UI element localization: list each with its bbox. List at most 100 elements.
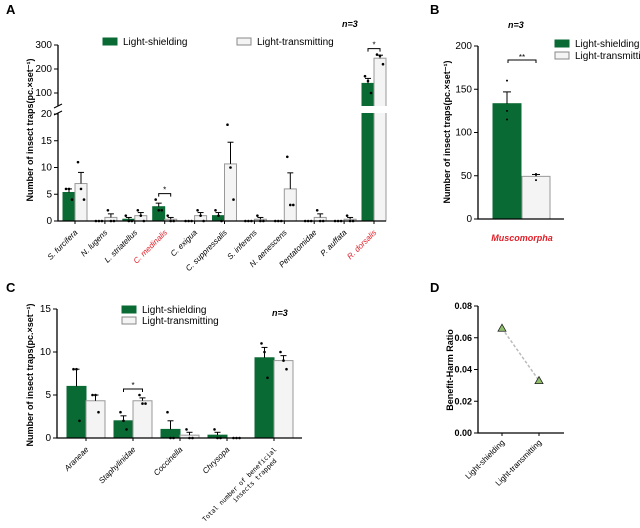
axes <box>57 45 386 222</box>
data-point <box>381 62 385 66</box>
bar-light-shielding <box>62 191 76 222</box>
data-point <box>315 209 319 212</box>
data-point <box>279 350 282 354</box>
data-point <box>285 367 288 371</box>
legend-swatch-light-shielding <box>121 305 137 314</box>
legend-swatch-light-transmitting <box>121 316 137 325</box>
data-point <box>70 198 74 201</box>
category-label: Araneae <box>62 445 91 474</box>
y-tick-label: 50 <box>461 171 473 182</box>
y-tick-label: 20 <box>41 109 53 120</box>
significance-label: * <box>372 41 375 50</box>
legend-swatch-light-shielding <box>554 39 570 48</box>
data-point <box>263 350 266 354</box>
y-tick-label: 5 <box>45 390 51 401</box>
data-point <box>232 198 235 201</box>
data-point <box>185 428 188 431</box>
data-point <box>154 198 157 201</box>
data-point <box>289 203 292 207</box>
bar-light-shielding <box>152 206 166 222</box>
legend-swatch-light-transmitting <box>554 51 570 60</box>
data-point <box>64 187 68 191</box>
connector-line <box>501 327 540 382</box>
legend-label: Light-transmitting <box>142 316 219 327</box>
data-point <box>106 209 110 212</box>
bar-light-transmitting <box>373 57 387 222</box>
bar-light-transmitting <box>273 360 294 439</box>
data-point <box>94 393 97 397</box>
y-tick-label: 10 <box>40 347 52 358</box>
legend-label: Light-shielding <box>575 39 640 50</box>
data-point-triangle <box>497 323 507 332</box>
data-point <box>366 79 370 83</box>
category-label: Muscomorpha <box>491 233 553 243</box>
y-tick-label: 100 <box>455 128 472 139</box>
legend-label: Light-shielding <box>142 305 207 316</box>
significance-bracket <box>507 59 537 63</box>
data-point <box>286 155 289 159</box>
data-point <box>345 214 349 217</box>
bar-light-shielding <box>66 385 87 439</box>
y-tick-label: 0.06 <box>454 333 472 343</box>
data-point <box>119 410 122 414</box>
data-point <box>72 367 75 371</box>
significance-label: * <box>131 381 134 390</box>
data-point <box>506 79 508 82</box>
y-tick-label: 200 <box>455 41 472 52</box>
data-point <box>76 160 80 164</box>
legend-swatch-light-shielding <box>102 37 118 46</box>
legend-label: Light-transmitting <box>257 37 334 48</box>
data-point <box>144 402 147 405</box>
data-point <box>122 419 125 423</box>
data-point <box>378 54 382 58</box>
y-tick-label: 0.02 <box>454 396 472 406</box>
data-point <box>214 209 217 212</box>
legend-swatch-light-transmitting <box>236 37 252 46</box>
n-label: n=3 <box>342 19 358 29</box>
bar-light-transmitting <box>132 400 153 439</box>
panel-label-d: D <box>430 280 439 295</box>
category-label: N. lugens <box>79 228 109 258</box>
bar-light-shielding <box>113 420 134 439</box>
panel-label-c: C <box>6 280 16 295</box>
significance-bracket <box>123 388 143 392</box>
data-point <box>136 209 140 212</box>
data-point <box>78 419 81 423</box>
data-point <box>375 53 379 56</box>
category-label: Staphylinidae <box>97 445 138 486</box>
data-point <box>535 173 537 176</box>
panel-label-a: A <box>6 2 16 17</box>
data-point <box>506 118 508 121</box>
data-point <box>535 179 537 182</box>
significance-bracket <box>158 193 172 197</box>
significance-bracket <box>367 48 381 52</box>
axes <box>477 306 564 434</box>
data-point <box>82 198 86 201</box>
data-point <box>79 187 83 191</box>
y-tick-label: 15 <box>40 304 52 315</box>
data-point <box>166 410 169 414</box>
bar-light-shielding <box>361 82 375 222</box>
y-tick-label: 0.04 <box>454 365 472 375</box>
y-axis-label: Number of insect traps(pc.×set⁻¹) <box>442 60 452 203</box>
data-point <box>141 402 144 405</box>
bar-light-transmitting <box>521 175 551 220</box>
y-tick-label: 0 <box>45 433 51 444</box>
y-tick-label: 150 <box>455 84 472 95</box>
category-label: P. auffata <box>319 228 349 258</box>
data-point <box>282 359 285 362</box>
data-point-triangle <box>534 375 544 385</box>
data-point <box>217 214 220 217</box>
data-point <box>160 209 163 212</box>
data-point <box>226 123 229 126</box>
y-tick-label: 0.08 <box>454 301 472 311</box>
data-point <box>91 393 94 397</box>
y-tick-label: 0.00 <box>454 428 472 438</box>
data-point <box>67 187 71 191</box>
bar-light-shielding <box>254 357 275 439</box>
data-point <box>292 203 295 207</box>
axis-break <box>59 106 389 113</box>
data-point <box>97 410 100 414</box>
data-point <box>213 428 216 431</box>
